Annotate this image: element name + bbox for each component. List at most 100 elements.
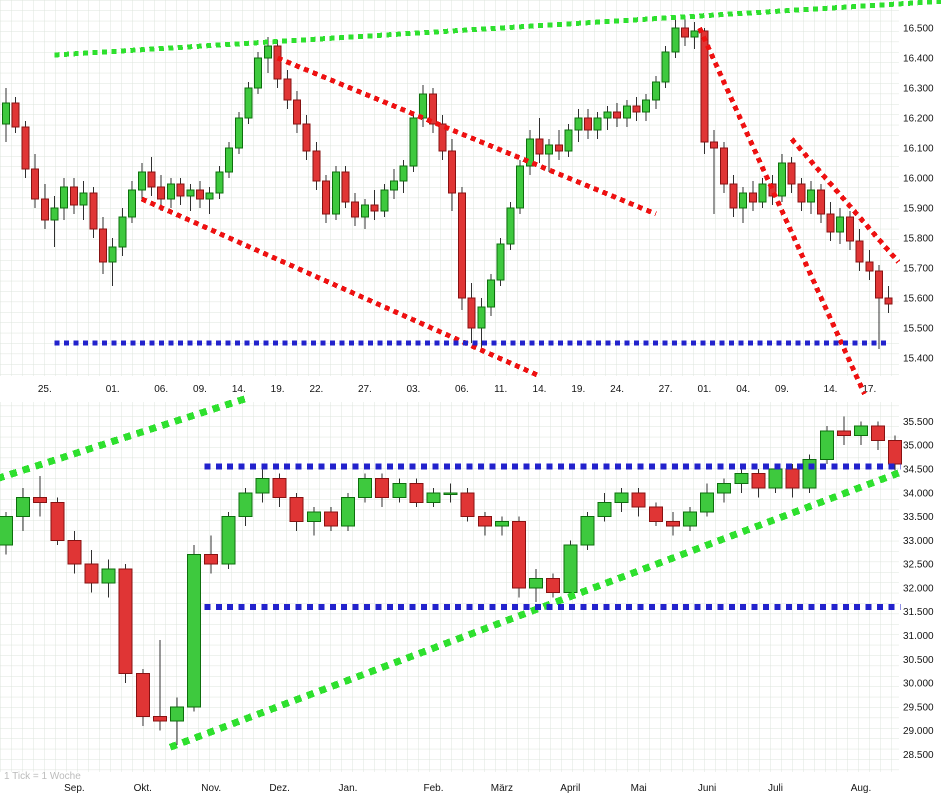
y-tick-label: 16.400	[903, 54, 934, 65]
x-tick-label: Feb.	[423, 783, 443, 794]
candle-up	[734, 473, 749, 484]
candle-down	[787, 162, 796, 185]
candle-down	[648, 506, 663, 522]
candle-up	[593, 117, 602, 131]
candle-up	[205, 192, 214, 200]
candle-down	[816, 189, 825, 215]
candle-up	[60, 186, 69, 209]
candle-up	[807, 189, 816, 203]
candle-down	[457, 192, 466, 299]
candle-up	[614, 492, 629, 503]
candle-down	[865, 261, 874, 272]
candle-down	[21, 126, 30, 170]
candle-up	[426, 492, 441, 503]
candle-up	[128, 189, 137, 218]
candle-down	[785, 468, 800, 489]
x-tick-label: 01.	[697, 384, 711, 395]
candle-down	[751, 473, 766, 489]
candle-up	[758, 183, 767, 203]
x-tick-label: 03.	[406, 384, 420, 395]
y-axis-labels: 35.500 35.000 34.500 34.000 33.500 33.000 32.5…	[903, 417, 934, 761]
trend-line-red-right-shallow	[789, 137, 901, 264]
candle-up	[545, 144, 554, 155]
candle-up	[306, 511, 321, 522]
x-tick-label: 11.	[494, 384, 507, 395]
candle-down	[33, 497, 48, 503]
candle-down	[351, 201, 360, 218]
x-tick-label: 19.	[571, 384, 585, 395]
grid-background	[0, 402, 899, 772]
x-tick-label: 24.	[610, 384, 624, 395]
candle-down	[855, 240, 864, 263]
candle-up	[341, 497, 355, 527]
candle-up	[50, 207, 59, 221]
candle-down	[888, 439, 903, 465]
y-tick-label: 31.500	[903, 607, 934, 618]
y-tick-label: 15.800	[903, 234, 934, 245]
candle-up	[380, 189, 389, 212]
y-axis-labels: 16.500 16.400 16.300 16.200 16.100 16.000 15.9…	[903, 24, 934, 365]
candle-down	[467, 297, 476, 329]
candle-up	[392, 482, 407, 499]
candle-down	[204, 554, 219, 565]
y-tick-label: 32.500	[903, 560, 934, 571]
x-tick-label: April	[560, 783, 580, 794]
y-tick-label: 28.500	[903, 750, 934, 761]
candle-up	[79, 192, 88, 206]
candle-up	[2, 102, 10, 125]
candle-down	[748, 192, 757, 203]
candle-down	[375, 478, 390, 499]
candle-down	[273, 45, 282, 80]
candle-up	[225, 147, 234, 173]
x-tick-label: 14.	[533, 384, 547, 395]
candle-down	[176, 183, 185, 197]
candle-up	[409, 117, 418, 167]
candle-down	[312, 150, 321, 182]
candle-down	[135, 673, 150, 717]
x-tick-label: Juli	[768, 783, 783, 794]
y-tick-label: 30.000	[903, 679, 934, 690]
candle-up	[399, 165, 408, 182]
candle-up	[642, 99, 651, 113]
trend-line-red-channel-lower	[140, 196, 541, 379]
candle-down	[302, 123, 311, 152]
tick-interval-note: 1 Tick = 1 Woche	[4, 771, 81, 782]
x-tick-label: Aug.	[851, 783, 872, 794]
x-tick-label: 06.	[455, 384, 469, 395]
candle-up	[238, 492, 253, 518]
y-tick-label: 15.600	[903, 294, 934, 305]
x-tick-label: Dez.	[269, 783, 290, 794]
x-tick-label: Mai	[631, 783, 647, 794]
candle-down	[152, 715, 167, 722]
candle-down	[147, 171, 156, 188]
trend-line-green-resistance	[54, 0, 941, 58]
candle-up	[0, 516, 13, 546]
y-tick-label: 29.500	[903, 702, 934, 713]
x-tick-label: Okt.	[134, 783, 152, 794]
candle-down	[99, 228, 107, 263]
candle-down	[67, 539, 82, 565]
candle-up	[574, 117, 583, 131]
y-tick-label: 34.500	[903, 464, 934, 475]
candle-up	[564, 129, 573, 152]
y-tick-label: 15.700	[903, 264, 934, 275]
x-axis-labels: 25. 01. 06. 09. 14. 19. 22. 27. 03. 06. 11. 14. 19. 2…	[38, 384, 876, 395]
weekly-candlestick-chart: 35.500 35.000 34.500 34.000 33.500 33.000 32.5…	[0, 394, 934, 794]
candle-down	[632, 105, 641, 113]
y-tick-label: 33.000	[903, 536, 934, 547]
candle-up	[717, 482, 732, 494]
candle-up	[516, 165, 525, 209]
candle-up	[494, 520, 509, 527]
candles	[2, 16, 893, 349]
x-tick-label: 25.	[38, 384, 52, 395]
candle-down	[665, 520, 680, 527]
candle-up	[661, 51, 670, 83]
candle-down	[196, 189, 204, 200]
candle-down	[289, 497, 304, 522]
candle-up	[622, 105, 631, 119]
trend-line-red-channel-upper	[276, 55, 657, 217]
candle-up	[234, 117, 243, 149]
candle-down	[719, 147, 728, 185]
candle-down	[293, 99, 301, 125]
candle-down	[84, 563, 99, 584]
